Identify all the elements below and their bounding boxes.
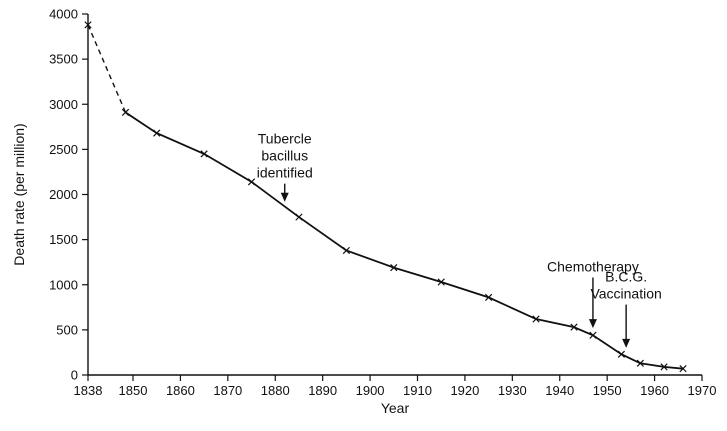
series-line (125, 111, 684, 370)
y-tick-label: 0 (71, 368, 78, 383)
data-point (679, 365, 687, 373)
x-tick-label: 1970 (688, 383, 717, 398)
series-line-dashed (87, 24, 127, 113)
annotation-text: Vaccination (590, 286, 661, 302)
data-point (532, 315, 540, 323)
annotation-arrow-head (280, 192, 289, 202)
annotation-text: Chemotherapy (547, 259, 639, 275)
annotation-text: B.C.G. (605, 269, 647, 285)
axes (87, 14, 702, 376)
x-tick-label: 1870 (213, 383, 242, 398)
x-tick-label: 1860 (166, 383, 195, 398)
x-axis-title: Year (381, 400, 410, 416)
y-tick-label: 1000 (49, 277, 78, 292)
markers (84, 21, 687, 373)
y-tick-label: 4000 (49, 7, 78, 22)
y-tick-label: 3000 (49, 97, 78, 112)
x-tick-label: 1950 (593, 383, 622, 398)
x-tick-label: 1880 (261, 383, 290, 398)
x-tick-label: 1838 (74, 383, 103, 398)
annotation-text: identified (257, 165, 313, 181)
data-point (636, 359, 644, 367)
data-point (200, 150, 208, 158)
annotation: B.C.G.Vaccination (590, 269, 662, 348)
data-point (295, 213, 303, 221)
ticks: 0 500 1000 1500 2000 2500 3000 3500 4000 1838 1850… (49, 7, 716, 399)
y-tick-label: 3500 (49, 52, 78, 67)
x-tick-label: 1900 (356, 383, 385, 398)
annotation-text: bacillus (261, 148, 308, 164)
x-tick-label: 1940 (545, 383, 574, 398)
data-point (153, 129, 161, 137)
y-tick-label: 500 (56, 322, 78, 337)
data-point (437, 278, 445, 286)
annotation-arrow-head (622, 338, 631, 348)
annotation: Chemotherapy (547, 259, 639, 329)
y-axis-title: Death rate (per million) (11, 123, 27, 265)
annotation-text: Tubercle (258, 131, 312, 147)
y-tick-label: 2500 (49, 142, 78, 157)
data-point (485, 293, 493, 302)
y-tick-label: 2000 (49, 187, 78, 202)
x-tick-label: 1850 (119, 383, 148, 398)
data-point (247, 178, 256, 186)
x-tick-label: 1920 (450, 383, 479, 398)
data-point (342, 246, 350, 255)
x-tick-label: 1890 (308, 383, 337, 398)
data-point (570, 323, 578, 331)
data-point (390, 263, 398, 272)
x-tick-label: 1960 (640, 383, 669, 398)
data-point (84, 21, 92, 29)
series (87, 24, 684, 370)
data-point (660, 363, 668, 371)
annotation-arrow-head (588, 319, 597, 329)
data-point (589, 331, 597, 339)
y-tick-label: 1500 (49, 232, 78, 247)
data-point (617, 350, 626, 358)
data-point (121, 108, 130, 116)
x-tick-label: 1910 (403, 383, 432, 398)
x-tick-label: 1930 (498, 383, 527, 398)
